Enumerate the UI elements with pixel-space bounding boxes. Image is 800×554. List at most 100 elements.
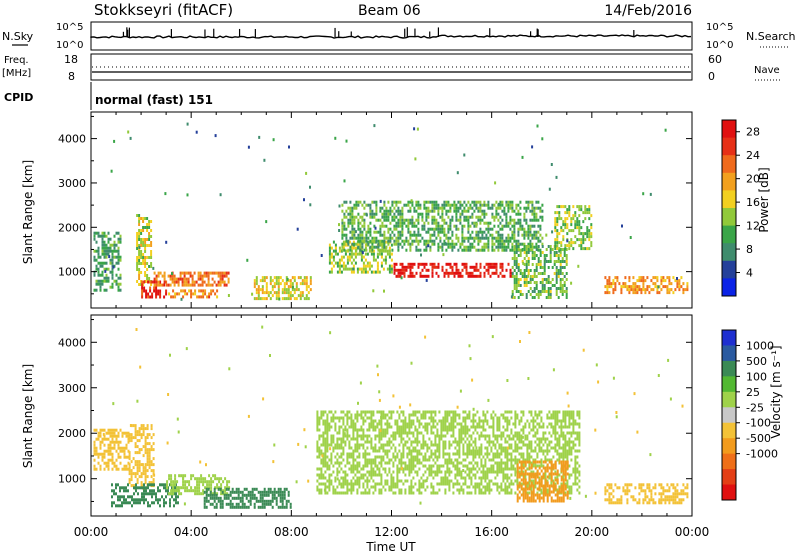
scatter-point — [359, 381, 362, 385]
scatter-point — [413, 127, 416, 131]
scatter-point — [303, 198, 305, 202]
scatter-point — [615, 411, 618, 414]
x-tick-label: 20:00 — [575, 525, 610, 539]
scatter-point — [657, 285, 660, 289]
scatter-point — [320, 254, 323, 257]
scatter-point — [303, 428, 306, 432]
data-region-2 — [141, 280, 168, 299]
scatter-point — [487, 398, 490, 402]
scatter-point — [521, 155, 524, 159]
scatter-point — [129, 136, 132, 140]
scatter-point — [361, 251, 364, 255]
scatter-point — [113, 139, 116, 143]
scatter-point — [329, 331, 332, 335]
scatter-point — [519, 340, 521, 343]
scatter-point — [139, 365, 142, 369]
data-region-5 — [316, 410, 581, 495]
data-region-1 — [128, 424, 155, 491]
data-region-2 — [111, 483, 179, 508]
scatter-point — [327, 423, 329, 427]
freq-tick-bottom: 8 — [68, 70, 75, 83]
colorbar-tick-label: 16 — [746, 196, 760, 209]
scatter-point — [169, 353, 171, 357]
noise-line — [90, 34, 692, 39]
scatter-point — [463, 153, 466, 157]
scatter-point — [649, 453, 652, 457]
scatter-point — [185, 347, 188, 351]
freq-panel-frame — [90, 53, 693, 81]
scatter-point — [400, 466, 403, 470]
scatter-point — [343, 179, 346, 183]
scatter-point — [376, 364, 379, 368]
scatter-point — [338, 229, 341, 232]
scatter-point — [309, 203, 312, 207]
power-ylabel: Slant Range [km] — [21, 160, 35, 264]
scatter-point — [612, 376, 615, 380]
y-tick-label: 2000 — [58, 221, 86, 234]
colorbar-swatch — [722, 260, 736, 279]
scatter-point — [129, 424, 132, 427]
noise-trace — [90, 27, 692, 39]
scatter-point — [595, 363, 598, 367]
velocity-y-axis: 1000 2000 3000 4000 — [58, 315, 693, 516]
scatter-point — [409, 403, 412, 407]
scatter-point — [462, 469, 465, 472]
nsearch-label: N.Search — [746, 30, 796, 43]
colorbar-swatch — [722, 120, 736, 139]
scatter-point — [219, 193, 222, 197]
freq-label: Freq. — [4, 55, 29, 66]
scatter-point — [621, 224, 623, 228]
colorbar-tick-label: 1000 — [746, 339, 774, 352]
scatter-point — [334, 136, 337, 140]
scatter-point — [380, 416, 383, 419]
scatter-point — [307, 479, 310, 483]
scatter-point — [352, 267, 355, 271]
scatter-point — [472, 407, 475, 411]
scatter-point — [392, 394, 395, 398]
scatter-point — [165, 240, 168, 244]
scatter-point — [263, 158, 266, 162]
scatter-point — [272, 138, 275, 142]
scatter-point — [410, 199, 413, 203]
colorbar-swatch — [722, 137, 736, 156]
scatter-point — [141, 463, 144, 467]
noise-panel-frame — [90, 21, 693, 51]
power-heatmap — [93, 122, 689, 301]
colorbar-tick-label: -1000 — [746, 448, 778, 461]
scatter-point — [205, 463, 207, 467]
noise-left-tick-bottom: 10^0 — [56, 40, 83, 51]
data-region-7 — [393, 262, 514, 278]
scatter-point — [110, 169, 113, 173]
colorbar-swatch — [722, 243, 736, 262]
scatter-point — [444, 241, 447, 245]
data-region-0 — [93, 231, 122, 292]
scatter-point — [323, 488, 326, 492]
scatter-point — [528, 331, 531, 334]
scatter-point — [552, 368, 555, 372]
x-tick-label: 04:00 — [174, 525, 209, 539]
power-cbar-label: Power [dB] — [757, 167, 771, 232]
scatter-point — [416, 127, 419, 131]
scatter-point — [567, 404, 570, 408]
scatter-point — [582, 348, 585, 352]
scatter-point — [112, 402, 115, 406]
scatter-point — [195, 130, 198, 134]
scatter-point — [373, 124, 376, 128]
scatter-point — [414, 157, 417, 161]
scatter-point — [171, 272, 173, 276]
xaxis-label: Time UT — [365, 540, 416, 554]
scatter-point — [548, 187, 551, 191]
scatter-point — [365, 213, 368, 217]
scatter-point — [258, 135, 261, 139]
freq-tick-top: 18 — [64, 53, 78, 66]
scatter-point — [510, 295, 513, 299]
scatter-point — [329, 447, 332, 451]
scatter-point — [199, 460, 202, 464]
scatter-point — [180, 297, 183, 301]
scatter-point — [427, 244, 430, 248]
colorbar-tick-label: -25 — [746, 401, 764, 414]
freq-unit-label: [MHz] — [2, 68, 31, 79]
scatter-point — [506, 379, 509, 382]
scatter-point — [658, 500, 661, 504]
